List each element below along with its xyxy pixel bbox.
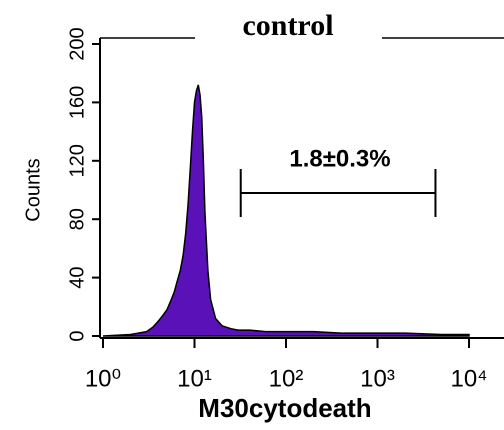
x-tick-label: 10³ [360, 365, 395, 392]
histogram-area [102, 84, 470, 337]
x-axis-label: M30cytodeath [198, 393, 371, 423]
y-tick-label: 160 [66, 86, 88, 119]
y-tick-label: 200 [66, 27, 88, 60]
y-tick-label: 80 [66, 208, 88, 230]
y-tick-label: 40 [66, 266, 88, 288]
y-tick-label: 0 [66, 330, 88, 341]
x-tick-label: 10² [269, 365, 304, 392]
x-tick-label: 10⁰ [85, 365, 121, 392]
x-tick-label: 10⁴ [450, 365, 487, 392]
chart-title: control [242, 9, 333, 42]
x-tick-label: 10¹ [177, 365, 212, 392]
y-tick-label: 120 [66, 144, 88, 177]
annotation: 1.8±0.3% [289, 145, 390, 172]
y-axis-label: Counts [22, 158, 44, 221]
